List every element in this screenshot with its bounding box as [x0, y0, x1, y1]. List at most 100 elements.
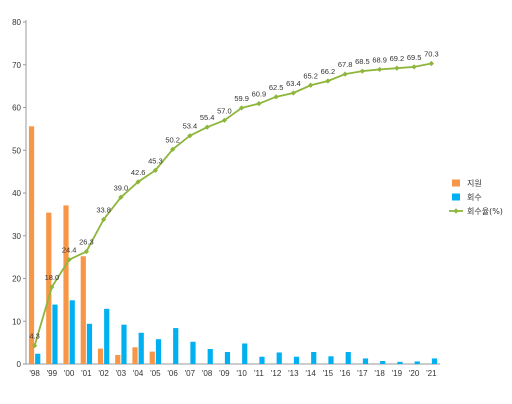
recovery-rate-polyline — [33, 62, 432, 346]
recovery-rate-label: 55.4 — [200, 113, 215, 122]
recovery-rate-point — [101, 216, 107, 223]
recovery-rate-label: 70.3 — [424, 49, 439, 58]
recovery-rate-label: 39.0 — [114, 183, 129, 192]
recovery-bar — [293, 356, 300, 364]
recovery-rate-label: 63.4 — [286, 79, 301, 88]
recovery-rate-label: 57.0 — [217, 106, 232, 115]
x-tick-label: '00 — [64, 369, 75, 378]
recovery-rate-point — [83, 248, 89, 255]
support-bar — [80, 256, 86, 364]
recovery-bar — [104, 308, 110, 364]
data-labels: 4.318.024.426.333.839.042.645.350.253.45… — [29, 49, 438, 340]
recovery-rate-label: 50.2 — [165, 135, 180, 144]
recovery-bar — [224, 352, 231, 364]
x-tick-label: '19 — [392, 369, 403, 378]
legend-label: 회수 — [467, 193, 482, 202]
y-tick-label: 60 — [12, 104, 21, 113]
x-tick-label: '03 — [116, 369, 127, 378]
support-bar — [132, 347, 138, 364]
recovery-rate-label: 60.9 — [252, 90, 267, 99]
recovery-bar — [52, 304, 58, 364]
x-tick-label: '09 — [219, 369, 230, 378]
x-tick-label: '17 — [357, 369, 368, 378]
recovery-bar — [86, 323, 93, 364]
legend-swatch-support — [452, 179, 460, 187]
recovery-rate-point — [273, 94, 279, 100]
recovery-rate-point — [359, 68, 365, 74]
recovery-rate-line — [32, 60, 434, 349]
recovery-bar — [362, 358, 369, 364]
recovery-rate-label: 68.5 — [355, 57, 370, 66]
legend-label: 지원 — [467, 179, 482, 188]
x-tick-label: '05 — [150, 369, 161, 378]
legend-label: 회수율(%) — [467, 207, 503, 216]
recovery-rate-label: 65.2 — [303, 71, 318, 80]
y-tick-label: 70 — [12, 61, 21, 70]
x-tick-label: '20 — [409, 369, 420, 378]
x-tick-label: '16 — [340, 369, 351, 378]
recovery-rate-label: 59.9 — [234, 94, 249, 103]
recovery-rate-label: 66.2 — [321, 67, 336, 76]
x-tick-label: '01 — [81, 369, 92, 378]
support-bar — [97, 348, 104, 364]
recovery-rate-point — [66, 257, 72, 263]
legend-swatch-recovery — [452, 193, 460, 201]
recovery-bar — [431, 358, 438, 364]
recovery-rate-label: 69.5 — [407, 53, 422, 62]
x-tick-label: '99 — [47, 369, 58, 378]
support-bar — [149, 351, 155, 364]
recovery-bar — [259, 356, 265, 364]
recovery-rate-point — [325, 78, 331, 84]
x-tick-label: '08 — [202, 369, 213, 378]
recovery-rate-point — [256, 101, 262, 107]
recovery-rate-label: 18.0 — [45, 273, 60, 282]
x-tick-label: '10 — [236, 369, 247, 378]
recovery-bar — [276, 352, 282, 364]
recovery-rate-label: 33.8 — [96, 206, 111, 215]
x-tick-label: '18 — [374, 369, 385, 378]
recovery-bar — [121, 324, 127, 364]
x-tick-label: '14 — [305, 369, 316, 378]
y-tick-label: 40 — [12, 189, 21, 198]
recovery-rate-point — [118, 194, 124, 200]
recovery-rate-point — [204, 124, 210, 130]
y-tick-label: 20 — [12, 275, 21, 284]
x-tick-label: '21 — [426, 369, 437, 378]
axes: 0 10 20 30 40 50 60 70 80 '98 '99 '00 '01 '02 '03 '04 '0… — [12, 18, 440, 378]
x-tick-label: '11 — [254, 369, 264, 378]
recovery-rate-point — [377, 66, 383, 73]
legend-swatch-rate-marker — [453, 208, 459, 214]
recovery-rate-point — [152, 167, 158, 173]
recovery-rate-point — [32, 343, 38, 349]
recovery-bar — [328, 356, 334, 364]
support-bar — [28, 126, 35, 364]
recovery-bar — [190, 341, 196, 364]
y-tick-label: 10 — [12, 317, 21, 326]
recovery-bar — [35, 353, 41, 364]
x-tick-label: '02 — [98, 369, 109, 378]
recovery-bar — [173, 328, 179, 364]
y-tick-label: 0 — [17, 360, 22, 369]
support-bar — [63, 205, 69, 364]
recovery-rate-label: 45.3 — [148, 156, 163, 165]
x-tick-label: '06 — [167, 369, 178, 378]
y-tick-label: 80 — [12, 18, 21, 27]
recovery-rate-label: 67.8 — [338, 60, 353, 69]
recovery-bar — [207, 349, 213, 364]
recovery-rate-label: 42.6 — [131, 168, 146, 177]
recovery-rate-label: 26.3 — [79, 238, 94, 247]
recovery-rate-point — [170, 146, 176, 152]
recovery-rate-point — [290, 90, 296, 96]
recovery-bar — [345, 352, 351, 364]
recovery-rate-point — [221, 117, 227, 123]
recovery-rate-label: 69.2 — [390, 54, 405, 63]
recovery-rate-point — [394, 65, 400, 71]
recovery-rate-label: 62.5 — [269, 83, 284, 92]
recovery-rate-point — [342, 71, 348, 77]
recovery-bar — [242, 343, 248, 364]
x-tick-label: '04 — [133, 369, 144, 378]
recovery-rate-label: 68.9 — [372, 55, 387, 64]
recovery-bar — [155, 339, 162, 364]
